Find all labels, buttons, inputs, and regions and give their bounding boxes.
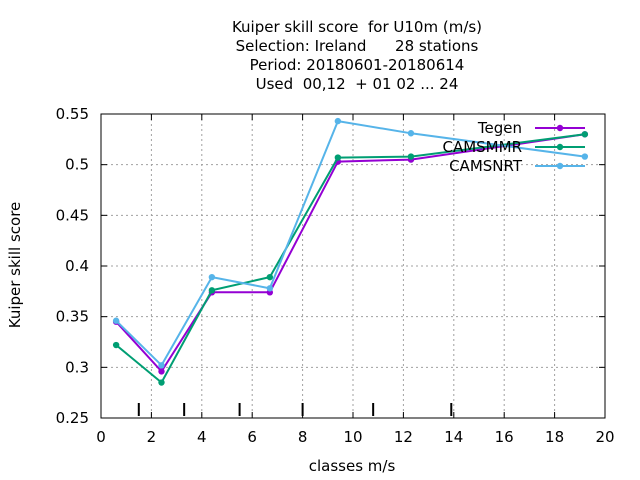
legend-label-camsnrt: CAMSNRT: [449, 157, 523, 175]
data-point-camsnrt: [112, 317, 120, 324]
data-point-tegen: [158, 368, 165, 375]
y-tick-label: 0.45: [56, 206, 89, 224]
class-boundary-marks: [137, 403, 453, 416]
x-tick-label: 18: [545, 428, 564, 446]
data-point-camsmmr: [266, 273, 274, 281]
data-point-camsnrt: [334, 117, 342, 125]
legend-marker-camsnrt: [556, 162, 564, 170]
x-tick-label: 4: [197, 428, 207, 446]
legend-label-camsmmr: CAMSMMR: [442, 138, 522, 156]
title-line-2: Selection: Ireland 28 stations: [236, 37, 479, 55]
data-point-camsmmr: [208, 287, 216, 294]
data-point-camsmmr: [407, 153, 415, 160]
x-tick-label: 10: [343, 428, 362, 446]
x-tick-label: 12: [394, 428, 413, 446]
data-point-camsmmr: [158, 379, 165, 386]
x-tick-label: 14: [444, 428, 463, 446]
x-tick-label: 2: [147, 428, 157, 446]
x-tick-label: 20: [595, 428, 614, 446]
x-tick-label: 0: [96, 428, 106, 446]
legend-label-tegen: Tegen: [477, 119, 522, 137]
data-point-camsnrt: [407, 130, 415, 137]
x-tick-label: 8: [298, 428, 308, 446]
data-point-camsmmr: [334, 154, 342, 161]
legend-marker-tegen: [556, 124, 564, 132]
data-point-camsnrt: [208, 273, 216, 281]
y-axis-label: Kuiper skill score: [6, 202, 24, 329]
axes: 0 2 4 6 8 10 12 14 16 18 20 0.25 0.3 0.35 0.4 0.45 0.5 0.…: [56, 105, 615, 446]
title-line-3: Period: 20180601-20180614: [250, 56, 465, 74]
title-line-4: Used 00,12 + 01 02 ... 24: [256, 75, 459, 93]
data-point-camsnrt: [581, 153, 589, 160]
chart-title: Kuiper skill score for U10m (m/s) Select…: [232, 18, 482, 93]
data-point-camsmmr: [581, 131, 589, 138]
title-line-1: Kuiper skill score for U10m (m/s): [232, 18, 482, 36]
x-tick-label: 16: [495, 428, 514, 446]
y-tick-label: 0.55: [56, 105, 89, 123]
x-axis-label: classes m/s: [309, 457, 396, 475]
y-tick-label: 0.35: [56, 308, 89, 326]
data-point-camsnrt: [266, 285, 274, 292]
y-tick-label: 0.3: [65, 358, 89, 376]
grid: [101, 114, 605, 418]
y-tick-label: 0.4: [65, 257, 89, 275]
y-tick-label: 0.5: [65, 156, 89, 174]
y-tick-label: 0.25: [56, 409, 89, 427]
data-point-camsmmr: [112, 341, 120, 349]
data-point-camsnrt: [158, 362, 165, 369]
legend-marker-camsmmr: [556, 143, 564, 151]
series-layer: [112, 117, 589, 386]
x-tick-label: 6: [247, 428, 257, 446]
